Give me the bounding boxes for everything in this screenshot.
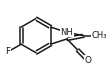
Text: O: O — [84, 56, 91, 65]
Text: NH: NH — [61, 28, 73, 37]
Text: CH₃: CH₃ — [91, 31, 107, 40]
Text: F: F — [5, 47, 10, 56]
